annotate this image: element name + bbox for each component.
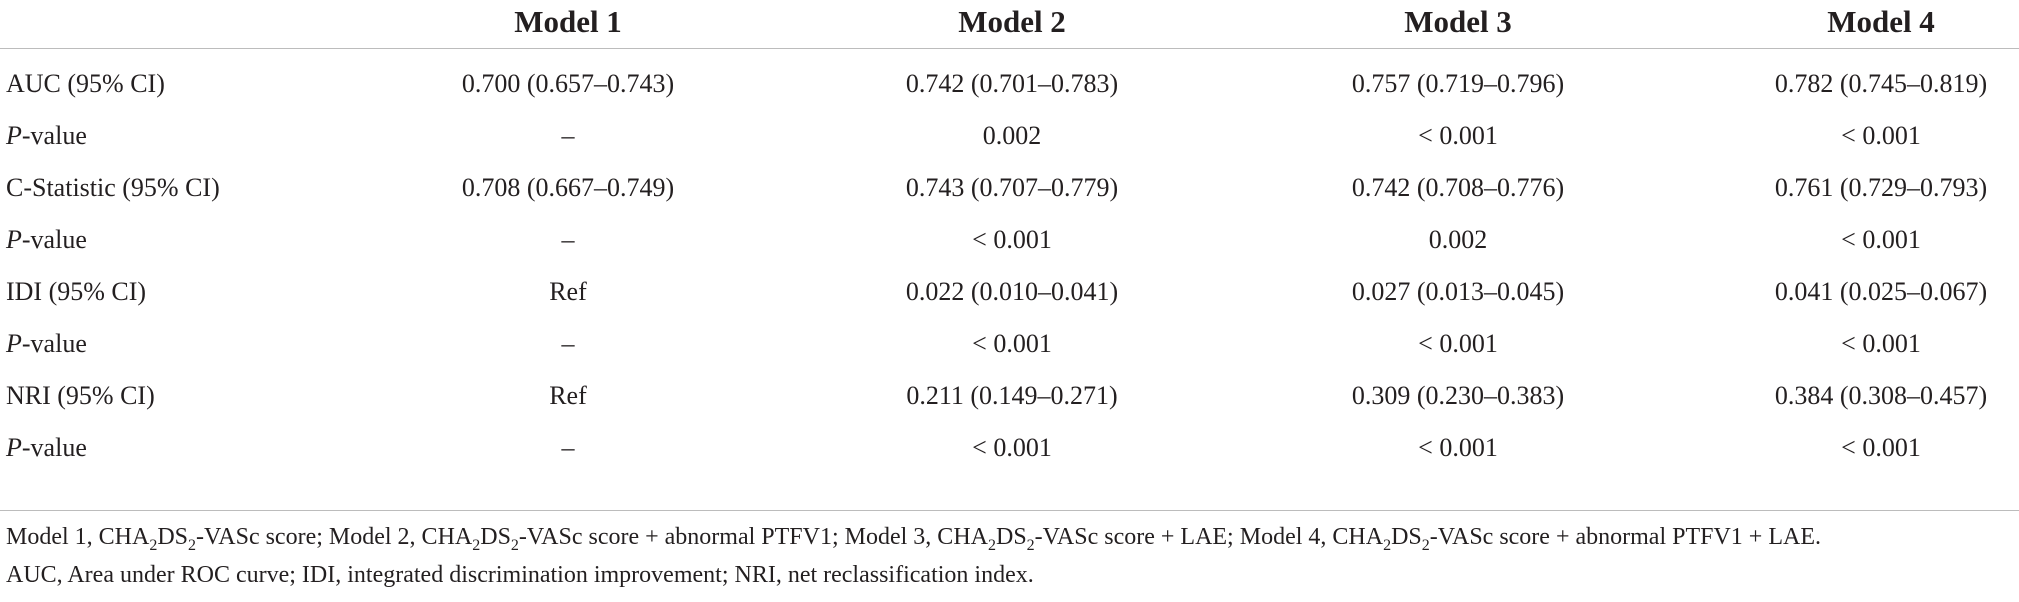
table-bottom-rule [0,510,2019,511]
cell-model-4: 0.384 (0.308–0.457) [1774,381,1988,410]
table-header: Model 1 Model 2 Model 3 Model 4 [0,0,2019,62]
cell-model-3: < 0.001 [1418,329,1498,358]
cell-model-2: < 0.001 [972,225,1052,254]
cell-model-1: – [561,225,575,254]
table-row: P-value – < 0.001 < 0.001 < 0.001 [0,422,2019,474]
cell-model-2: 0.002 [982,121,1042,150]
cell-model-4: < 0.001 [1841,433,1921,462]
cell-model-4: < 0.001 [1841,121,1921,150]
cell-model-3: 0.027 (0.013–0.045) [1351,277,1565,306]
cell-model-1: Ref [549,277,587,306]
cell-model-2: < 0.001 [972,433,1052,462]
cell-model-1: 0.708 (0.667–0.749) [461,173,675,202]
row-label: P-value [6,214,87,266]
footnote-line-models: Model 1, CHA2DS2-VASc score; Model 2, CH… [6,524,1821,554]
cell-model-3: 0.309 (0.230–0.383) [1351,381,1565,410]
p-italic: P [6,225,22,254]
row-label: C-Statistic (95% CI) [6,173,220,202]
cell-model-2: 0.743 (0.707–0.779) [905,173,1119,202]
p-value-suffix: -value [21,121,87,150]
cell-model-1: Ref [549,381,587,410]
table-row: AUC (95% CI) 0.700 (0.657–0.743) 0.742 (… [0,58,2019,110]
table-row: P-value – < 0.001 < 0.001 < 0.001 [0,318,2019,370]
p-value-suffix: -value [21,225,87,254]
table-row: IDI (95% CI) Ref 0.022 (0.010–0.041) 0.0… [0,266,2019,318]
p-italic: P [6,329,22,358]
cell-model-2: 0.022 (0.010–0.041) [905,277,1119,306]
cell-model-4: 0.782 (0.745–0.819) [1774,69,1988,98]
table-footnote: Model 1, CHA2DS2-VASc score; Model 2, CH… [6,518,2014,594]
p-italic: P [6,433,22,462]
table-row: NRI (95% CI) Ref 0.211 (0.149–0.271) 0.3… [0,370,2019,422]
cell-model-1: 0.700 (0.657–0.743) [461,69,675,98]
column-header-model-1: Model 1 [514,4,622,39]
cell-model-1: – [561,329,575,358]
row-label: P-value [6,422,87,474]
cell-model-3: 0.742 (0.708–0.776) [1351,173,1565,202]
table-row: C-Statistic (95% CI) 0.708 (0.667–0.749)… [0,162,2019,214]
cell-model-1: – [561,121,575,150]
row-label: P-value [6,318,87,370]
cell-model-2: 0.742 (0.701–0.783) [905,69,1119,98]
p-value-suffix: -value [21,433,87,462]
row-label: IDI (95% CI) [6,277,147,306]
cell-model-4: < 0.001 [1841,225,1921,254]
p-italic: P [6,121,22,150]
table-row: P-value – 0.002 < 0.001 < 0.001 [0,110,2019,162]
table-row: P-value – < 0.001 0.002 < 0.001 [0,214,2019,266]
row-label: AUC (95% CI) [6,69,165,98]
cell-model-4: 0.761 (0.729–0.793) [1774,173,1988,202]
header-divider [0,48,2019,49]
cell-model-3: < 0.001 [1418,121,1498,150]
cell-model-3: < 0.001 [1418,433,1498,462]
column-header-model-2: Model 2 [958,4,1066,39]
cell-model-4: < 0.001 [1841,329,1921,358]
row-label: P-value [6,110,87,162]
cell-model-4: 0.041 (0.025–0.067) [1774,277,1988,306]
p-value-suffix: -value [21,329,87,358]
row-label: NRI (95% CI) [6,381,155,410]
column-header-model-3: Model 3 [1404,4,1512,39]
cell-model-2: 0.211 (0.149–0.271) [906,381,1118,410]
footnote-line-abbreviations: AUC, Area under ROC curve; IDI, integrat… [6,562,1034,588]
cell-model-1: – [561,433,575,462]
cell-model-2: < 0.001 [972,329,1052,358]
cell-model-3: 0.757 (0.719–0.796) [1351,69,1565,98]
cell-model-3: 0.002 [1428,225,1488,254]
column-header-model-4: Model 4 [1827,4,1935,39]
